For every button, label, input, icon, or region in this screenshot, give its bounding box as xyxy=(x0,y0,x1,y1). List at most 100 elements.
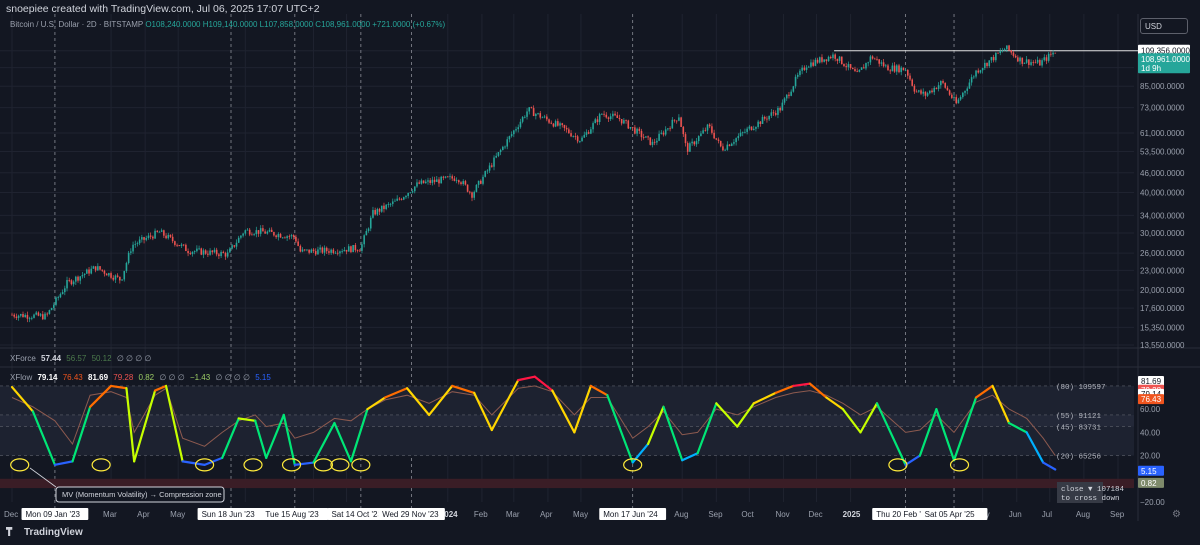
candle-body xyxy=(526,111,528,117)
candle-body xyxy=(733,142,735,144)
xflow-legend[interactable]: XFlow 79.14 76.43 81.69 79.28 0.82 ∅ ∅ ∅… xyxy=(10,373,274,382)
candle-body xyxy=(992,57,995,61)
xflow-value-6: −1.43 xyxy=(189,373,211,382)
candle-body xyxy=(524,116,526,118)
candle-body xyxy=(656,140,658,143)
candle-body xyxy=(1032,62,1035,63)
candle-body xyxy=(224,253,227,257)
candle-body xyxy=(462,181,465,185)
xflow-badge-label: 81.69 xyxy=(1141,377,1162,386)
xflow-tick-label: 40.00 xyxy=(1140,428,1161,437)
candle-body xyxy=(147,235,150,239)
candle-body xyxy=(1010,50,1013,53)
time-tick-label: Sep xyxy=(1110,510,1125,519)
candle-body xyxy=(213,249,216,253)
xflow-value-2: 76.43 xyxy=(62,373,83,382)
compression-zone-marker xyxy=(91,458,111,472)
candle-body xyxy=(559,123,561,126)
event-date-label: Mon 17 Jun '24 xyxy=(603,510,658,519)
candle-body xyxy=(321,247,324,253)
candle-body xyxy=(708,124,711,127)
xflow-oscillator-segment xyxy=(736,402,755,428)
candle-body xyxy=(891,65,894,72)
xforce-empty-values: ∅ ∅ ∅ ∅ xyxy=(116,354,152,363)
candle-body xyxy=(574,136,577,137)
candle-body xyxy=(297,241,299,246)
candle-body xyxy=(402,197,405,200)
candle-body xyxy=(561,123,564,125)
candle-body xyxy=(53,304,55,309)
candle-body xyxy=(310,249,313,253)
candle-body xyxy=(649,137,652,145)
candle-body xyxy=(898,65,900,73)
candle-body xyxy=(1021,57,1024,64)
xflow-oscillator-segment xyxy=(573,384,592,434)
candle-body xyxy=(178,245,181,247)
candle-body xyxy=(198,248,200,250)
candle-body xyxy=(598,114,601,122)
price-legend: Bitcoin / U.S. Dollar · 2D · BITSTAMP O1… xyxy=(10,20,445,29)
candle-body xyxy=(931,90,933,93)
candle-body xyxy=(812,62,814,66)
time-tick-label: Jun xyxy=(1009,510,1022,519)
candle-body xyxy=(781,102,784,111)
candle-body xyxy=(790,91,792,96)
symbol-name[interactable]: Bitcoin / U.S. Dollar · 2D · BITSTAMP xyxy=(10,20,144,29)
candle-body xyxy=(876,58,878,60)
candle-body xyxy=(592,123,594,130)
xflow-value-badge xyxy=(1138,465,1164,476)
last-price-label: 108,961.0000 xyxy=(1141,55,1190,64)
candle-body xyxy=(275,235,277,238)
candle-body xyxy=(1012,52,1015,56)
candle-body xyxy=(341,251,343,253)
candle-body xyxy=(242,233,244,236)
candle-body xyxy=(28,318,31,320)
compression-note[interactable]: MV (Momentum Volatility) → Compression z… xyxy=(29,467,225,503)
candle-body xyxy=(11,314,13,316)
candle-body xyxy=(405,195,407,198)
candle-body xyxy=(554,121,557,127)
candle-body xyxy=(226,252,229,257)
candle-body xyxy=(416,182,418,187)
candle-body xyxy=(482,176,484,184)
candle-body xyxy=(1034,62,1037,64)
candle-body xyxy=(112,277,115,280)
candle-body xyxy=(145,238,148,240)
candle-body xyxy=(609,116,612,119)
candle-body xyxy=(191,251,194,255)
price-tick-label: 40,000.0000 xyxy=(1140,188,1185,197)
candle-body xyxy=(550,122,553,124)
candle-body xyxy=(270,229,273,232)
candle-body xyxy=(702,130,704,134)
candle-body xyxy=(513,130,515,135)
candle-body xyxy=(356,250,359,252)
xforce-legend[interactable]: XForce 57.44 56.57 50.12 ∅ ∅ ∅ ∅ xyxy=(10,354,154,363)
settings-gear-icon[interactable]: ⚙ xyxy=(1172,509,1181,520)
event-lines xyxy=(54,14,955,508)
resistance-price-badge xyxy=(1138,44,1190,56)
price-axis: 109,356.000097,000.000085,000.000073,000… xyxy=(1138,44,1190,507)
tradingview-logo[interactable]: TradingView xyxy=(6,527,83,538)
candle-body xyxy=(893,65,896,72)
xflow-oscillator-segment xyxy=(71,405,92,463)
xflow-oscillator-segment xyxy=(517,375,536,382)
xforce-negative-band xyxy=(0,478,1134,489)
candle-body xyxy=(587,132,590,134)
currency-selector[interactable]: USD xyxy=(1140,18,1188,34)
candle-body xyxy=(484,171,487,177)
xflow-oscillator-segment xyxy=(10,385,35,413)
candle-body xyxy=(220,251,222,257)
candle-body xyxy=(444,176,447,178)
open-value: O108,240.0000 xyxy=(145,20,201,29)
candle-body xyxy=(693,141,696,145)
xflow-oscillator-segment xyxy=(293,461,315,466)
candle-body xyxy=(35,312,38,315)
candle-body xyxy=(878,59,880,64)
xflow-oscillator-segment xyxy=(89,384,113,408)
candle-body xyxy=(535,113,537,117)
xflow-value-badge xyxy=(1138,375,1164,386)
xflow-oscillator-segment xyxy=(646,405,665,446)
xflow-tick-label: 60.00 xyxy=(1140,405,1161,414)
